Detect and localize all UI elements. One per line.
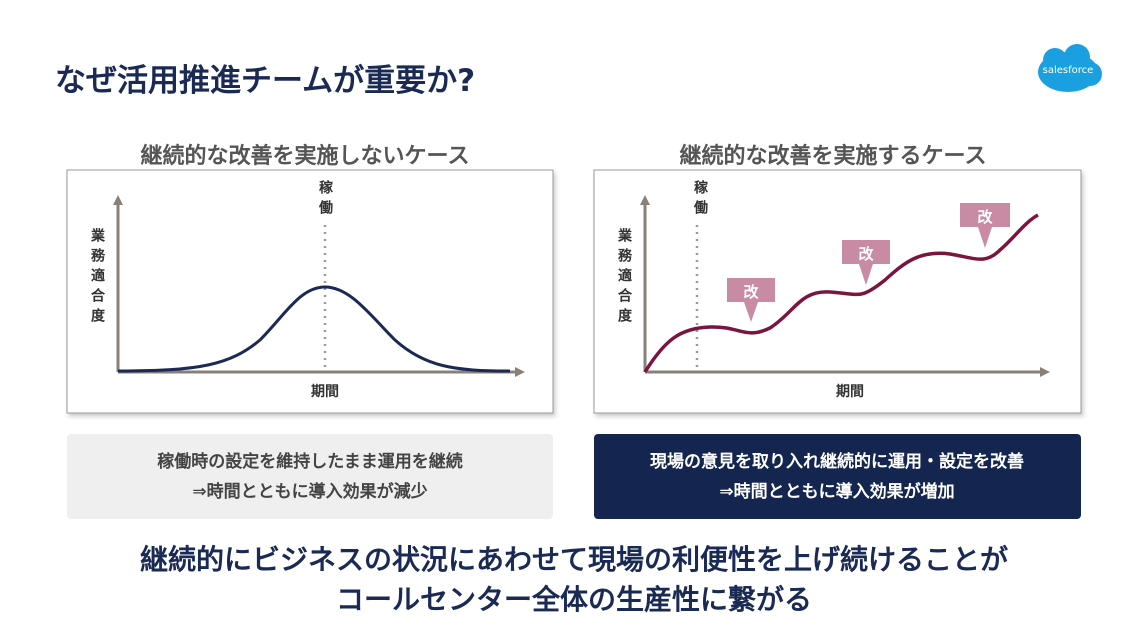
curve	[643, 213, 1039, 373]
callout-pointer	[859, 264, 873, 285]
callout-label: 改	[743, 283, 759, 301]
curve	[117, 285, 511, 373]
x-label: 期間	[311, 384, 339, 400]
callout-pointer	[744, 302, 758, 322]
callout-label: 改	[858, 245, 874, 263]
marker-label: 稼働	[317, 180, 333, 220]
logo-text: salesforce	[1042, 65, 1094, 76]
caption-line: ⇒時間とともに導入効果が増加	[719, 482, 955, 502]
title: なぜ活用推進チームが重要か?	[55, 63, 476, 99]
panel-heading: 継続的な改善を実施するケース	[679, 144, 987, 169]
callout-box	[960, 203, 1010, 227]
conclusion-line: 継続的にビジネスの状況にあわせて現場の利便性を上げ続けることが	[139, 543, 1009, 576]
caption-box	[67, 434, 553, 519]
callout-pointer	[978, 227, 992, 248]
caption-line: ⇒時間とともに導入効果が減少	[192, 482, 428, 502]
caption-line: 現場の意見を取り入れ継続的に運用・設定を改善	[650, 452, 1024, 472]
logo	[1038, 44, 1102, 92]
callout-label: 改	[977, 208, 993, 226]
y-label: 業務適合度	[89, 228, 105, 328]
callout-box	[842, 240, 890, 264]
conclusion-line: コールセンター全体の生産性に繋がる	[335, 583, 813, 616]
callout-box	[727, 278, 775, 302]
y-label: 業務適合度	[616, 228, 632, 328]
caption-box	[594, 434, 1081, 519]
panel-heading: 継続的な改善を実施しないケース	[140, 144, 470, 169]
caption-line: 稼働時の設定を維持したまま運用を継続	[157, 452, 463, 472]
x-label: 期間	[836, 384, 864, 400]
marker-label: 稼働	[692, 180, 708, 220]
